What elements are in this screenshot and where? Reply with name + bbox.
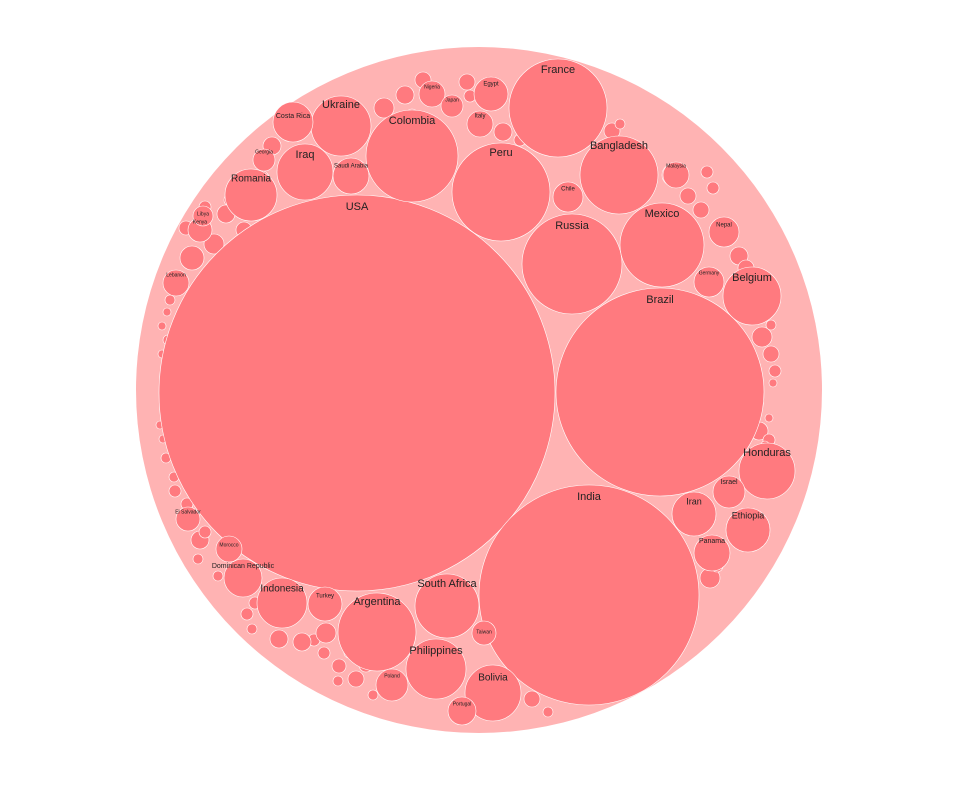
- minor-country-circle: [493, 122, 513, 142]
- minor-country-circle: [751, 326, 773, 348]
- country-circle-germany[interactable]: [693, 266, 725, 298]
- country-nodes: [155, 58, 796, 726]
- minor-country-circle: [347, 670, 365, 688]
- country-circle-lebanon[interactable]: [162, 269, 190, 297]
- minor-country-circle: [164, 294, 176, 306]
- country-circle-belgium[interactable]: [722, 266, 782, 326]
- country-circle-chile[interactable]: [552, 181, 584, 213]
- country-circle-panama[interactable]: [693, 534, 731, 572]
- country-circle-france[interactable]: [508, 58, 608, 158]
- country-circle-saudi-arabia[interactable]: [332, 157, 370, 195]
- minor-country-circle: [692, 201, 710, 219]
- minor-country-circle: [192, 553, 204, 565]
- minor-country-circle: [332, 675, 344, 687]
- country-circle-philippines[interactable]: [405, 638, 467, 700]
- country-circle-peru[interactable]: [451, 142, 551, 242]
- minor-country-circle: [269, 629, 289, 649]
- minor-country-circle: [679, 187, 697, 205]
- minor-country-circle: [168, 484, 182, 498]
- country-circle-south-africa[interactable]: [414, 573, 480, 639]
- country-circle-portugal[interactable]: [447, 696, 477, 726]
- country-circle-bangladesh[interactable]: [579, 135, 659, 215]
- minor-country-circle: [768, 364, 782, 378]
- country-circle-turkey[interactable]: [307, 586, 343, 622]
- country-circle-libya[interactable]: [192, 205, 214, 227]
- country-circle-bolivia[interactable]: [464, 664, 522, 722]
- country-circle-italy[interactable]: [466, 110, 494, 138]
- minor-country-circle: [292, 632, 312, 652]
- country-circle-taiwan[interactable]: [471, 620, 497, 646]
- minor-country-circle: [395, 85, 415, 105]
- country-circle-costa-rica[interactable]: [272, 101, 314, 143]
- country-circle-dominican-republic[interactable]: [223, 558, 263, 598]
- country-circle-mexico[interactable]: [619, 202, 705, 288]
- minor-country-circle: [315, 622, 337, 644]
- country-circle-poland[interactable]: [375, 668, 409, 702]
- minor-country-circle: [203, 233, 225, 255]
- minor-country-circle: [212, 570, 224, 582]
- country-circle-brazil[interactable]: [555, 287, 765, 497]
- country-circle-iraq[interactable]: [276, 143, 334, 201]
- country-circle-romania[interactable]: [224, 168, 278, 222]
- country-circle-ethiopia[interactable]: [725, 507, 771, 553]
- country-circle-argentina[interactable]: [337, 592, 417, 672]
- minor-country-circle: [331, 658, 347, 674]
- minor-country-circle: [198, 525, 212, 539]
- minor-country-circle: [162, 307, 172, 317]
- country-circle-indonesia[interactable]: [256, 577, 308, 629]
- country-circle-japan[interactable]: [440, 94, 464, 118]
- minor-country-circle: [764, 413, 774, 423]
- minor-country-circle: [179, 245, 205, 271]
- minor-country-circle: [458, 73, 476, 91]
- minor-country-circle: [373, 97, 395, 119]
- minor-country-circle: [614, 118, 626, 130]
- country-circle-israel[interactable]: [712, 475, 746, 509]
- minor-country-circle: [240, 607, 254, 621]
- country-circle-ukraine[interactable]: [310, 95, 372, 157]
- country-circle-india[interactable]: [478, 484, 700, 706]
- minor-country-circle: [367, 689, 379, 701]
- minor-country-circle: [523, 690, 541, 708]
- country-circle-colombia[interactable]: [365, 109, 459, 203]
- country-circle-nigeria[interactable]: [418, 80, 446, 108]
- country-circle-georgia[interactable]: [252, 148, 276, 172]
- minor-country-circle: [706, 181, 720, 195]
- minor-country-circle: [317, 646, 331, 660]
- minor-country-circle: [542, 706, 554, 718]
- country-circle-iran[interactable]: [671, 491, 717, 537]
- minor-country-circle: [765, 319, 777, 331]
- country-circle-el-salvador[interactable]: [175, 506, 201, 532]
- country-circle-morocco[interactable]: [215, 535, 243, 563]
- minor-country-circle: [246, 623, 258, 635]
- country-circle-malaysia[interactable]: [662, 161, 690, 189]
- minor-country-circle: [157, 321, 167, 331]
- country-circle-russia[interactable]: [521, 213, 623, 315]
- country-circle-nepal[interactable]: [708, 216, 740, 248]
- country-circle-usa[interactable]: [158, 194, 556, 592]
- minor-country-circle: [768, 378, 778, 388]
- minor-country-circle: [700, 165, 714, 179]
- country-circle-egypt[interactable]: [473, 76, 509, 112]
- country-circle-honduras[interactable]: [738, 442, 796, 500]
- minor-country-circle: [762, 345, 780, 363]
